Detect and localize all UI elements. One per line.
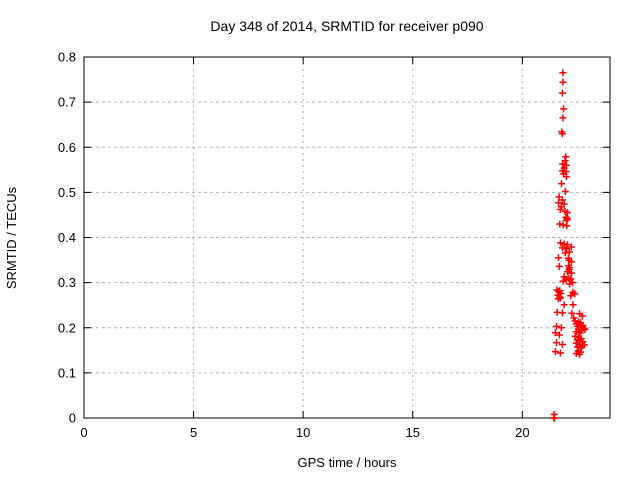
data-point-marker [572, 349, 580, 357]
data-point-marker [572, 339, 580, 347]
data-points [550, 69, 589, 422]
data-point-marker [559, 160, 567, 168]
data-point-marker [551, 329, 559, 337]
data-point-marker [559, 277, 567, 285]
y-tick-label: 0.4 [58, 230, 76, 245]
data-point-marker [563, 222, 571, 230]
y-tick-label: 0.6 [58, 140, 76, 155]
data-point-marker [560, 240, 568, 248]
y-tick-label: 0.8 [58, 50, 76, 65]
y-tick-label: 0.1 [58, 365, 76, 380]
x-tick-label: 20 [515, 425, 529, 440]
data-point-marker [554, 254, 562, 262]
data-point-marker [558, 167, 566, 175]
data-point-marker [556, 349, 564, 357]
data-point-marker [570, 314, 578, 322]
data-point-marker [567, 292, 575, 300]
data-point-marker [558, 196, 566, 204]
data-point-marker [563, 268, 571, 276]
data-point-marker [568, 309, 576, 317]
data-point-marker [572, 328, 580, 336]
data-point-marker [563, 241, 571, 249]
data-point-marker [581, 326, 589, 334]
data-point-marker [558, 89, 566, 97]
y-tick-label: 0.2 [58, 320, 76, 335]
y-tick-label: 0.3 [58, 275, 76, 290]
x-tick-label: 15 [406, 425, 420, 440]
data-point-marker [569, 301, 577, 309]
data-point-marker [567, 269, 575, 277]
data-point-marker [551, 414, 559, 422]
data-point-marker [559, 78, 567, 86]
x-tick-label: 10 [296, 425, 310, 440]
data-point-marker [561, 249, 569, 257]
x-tick-label: 5 [190, 425, 197, 440]
plot-border-and-ticks [83, 56, 611, 419]
data-point-marker [559, 114, 567, 122]
data-point-marker [561, 187, 569, 195]
data-point-marker [562, 173, 570, 181]
data-point-marker [554, 295, 562, 303]
data-point-marker [560, 301, 568, 309]
data-point-marker [556, 206, 564, 214]
data-point-marker [554, 199, 562, 207]
data-point-marker [567, 275, 575, 283]
chart-title: Day 348 of 2014, SRMTID for receiver p09… [210, 18, 483, 34]
data-point-marker [571, 290, 579, 298]
data-point-marker [553, 339, 561, 347]
data-point-marker [559, 221, 567, 229]
data-point-marker [558, 309, 566, 317]
x-axis-label: GPS time / hours [298, 455, 397, 470]
y-tick-label: 0.5 [58, 185, 76, 200]
data-point-marker [558, 244, 566, 252]
data-point-marker [555, 262, 563, 270]
data-point-marker [557, 324, 565, 332]
data-point-marker [566, 280, 574, 288]
data-point-marker [563, 215, 571, 223]
y-tick-label: 0 [69, 411, 76, 426]
tick-labels: 0 5 10 15 20 0 0.1 0.2 0.3 0.4 0.5 0.6 0.7 0.8 [58, 50, 530, 441]
data-point-marker [576, 350, 584, 358]
data-point-marker [556, 239, 564, 247]
data-point-marker [558, 130, 566, 138]
y-axis-label: SRMTID / TECUs [4, 186, 19, 289]
data-point-marker [558, 340, 566, 348]
data-point-marker [556, 220, 564, 228]
data-point-marker [565, 248, 573, 256]
data-point-marker [571, 332, 579, 340]
data-point-marker [567, 243, 575, 251]
data-point-marker [555, 331, 563, 339]
data-point-marker [551, 348, 559, 356]
data-point-marker [555, 193, 563, 201]
data-point-marker [558, 180, 566, 188]
data-point-marker [559, 69, 567, 77]
data-point-marker [560, 105, 568, 113]
data-point-marker [578, 312, 586, 320]
data-point-marker [562, 276, 570, 284]
data-point-marker [576, 329, 584, 337]
axis-tick-marks [83, 56, 610, 419]
data-point-marker [553, 322, 561, 330]
data-point-marker [567, 258, 575, 266]
x-tick-label: 0 [80, 425, 87, 440]
y-tick-label: 0.7 [58, 95, 76, 110]
gridlines [84, 57, 610, 418]
